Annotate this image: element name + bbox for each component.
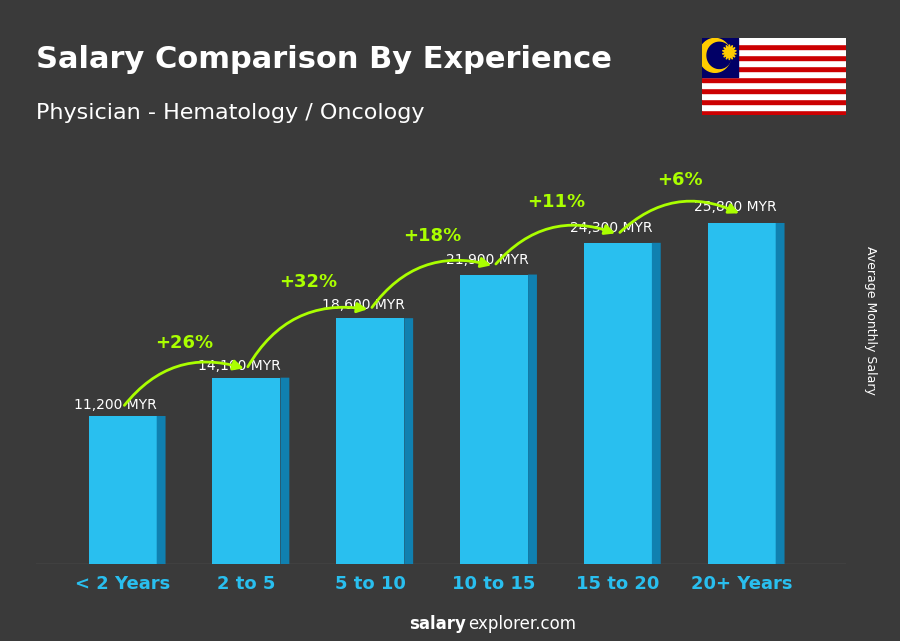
Bar [88, 416, 157, 564]
Bar [702, 83, 846, 88]
Text: +18%: +18% [403, 227, 462, 245]
Polygon shape [723, 45, 736, 60]
Bar [702, 55, 846, 60]
Bar [702, 110, 846, 115]
Polygon shape [699, 38, 730, 72]
Bar [702, 60, 846, 66]
Text: salary: salary [410, 615, 466, 633]
Bar [337, 318, 404, 564]
Polygon shape [281, 378, 289, 564]
Bar [702, 77, 846, 83]
Polygon shape [404, 318, 413, 564]
Text: +32%: +32% [279, 272, 338, 290]
Polygon shape [528, 274, 537, 564]
Text: explorer.com: explorer.com [468, 615, 576, 633]
Text: +11%: +11% [526, 193, 585, 211]
Polygon shape [776, 223, 785, 564]
Bar [702, 104, 846, 110]
Text: Physician - Hematology / Oncology: Physician - Hematology / Oncology [36, 103, 425, 122]
Bar [702, 71, 846, 77]
Text: 24,300 MYR: 24,300 MYR [570, 221, 652, 235]
Text: 21,900 MYR: 21,900 MYR [446, 253, 528, 267]
Bar [702, 44, 846, 49]
Polygon shape [157, 416, 166, 564]
Text: 11,200 MYR: 11,200 MYR [75, 398, 158, 412]
Text: 25,800 MYR: 25,800 MYR [694, 201, 776, 215]
Bar [702, 66, 846, 71]
Bar [460, 274, 528, 564]
Text: +6%: +6% [657, 171, 703, 189]
Text: +26%: +26% [156, 335, 213, 353]
Polygon shape [707, 42, 731, 69]
Bar [212, 378, 281, 564]
Bar [702, 99, 846, 104]
Polygon shape [652, 243, 661, 564]
Text: Salary Comparison By Experience: Salary Comparison By Experience [36, 45, 612, 74]
Text: 14,100 MYR: 14,100 MYR [198, 359, 281, 373]
Bar [702, 38, 846, 44]
Bar [702, 49, 846, 55]
Bar [702, 94, 846, 99]
Text: Average Monthly Salary: Average Monthly Salary [865, 246, 878, 395]
Bar [702, 88, 846, 94]
Text: salaryexplorer.com: salaryexplorer.com [0, 640, 1, 641]
Bar [707, 223, 776, 564]
Text: 18,600 MYR: 18,600 MYR [322, 298, 405, 312]
Bar [584, 243, 652, 564]
